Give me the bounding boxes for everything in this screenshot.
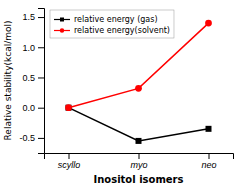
y-tick-label: 1.0 <box>22 43 35 53</box>
plot: -0.5 0.0 0.5 1.0 1.5 scyllo myo neo relative ene… <box>19 9 233 171</box>
y-tick-mark <box>38 77 44 78</box>
x-tick-label: myo <box>130 160 147 170</box>
x-tick-mark <box>209 153 210 159</box>
x-axis-line <box>45 154 234 160</box>
series-marker <box>136 138 142 144</box>
x-tick: myo <box>130 153 147 170</box>
x-tick-mark <box>69 153 70 159</box>
y-tick-mark <box>38 138 44 139</box>
chart: -0.5 0.0 0.5 1.0 1.5 scyllo myo neo relative ene… <box>0 0 243 189</box>
series-group <box>65 20 212 144</box>
y-tick-label: -0.5 <box>19 133 35 143</box>
x-tick-label: scyllo <box>58 160 81 170</box>
series-line <box>69 108 209 141</box>
series-marker <box>66 105 72 111</box>
y-tick-mark <box>38 47 44 48</box>
x-tick: neo <box>201 153 216 170</box>
series-marker <box>206 126 212 132</box>
y-tick: 1.0 <box>22 43 44 53</box>
y-axis-line <box>38 9 45 154</box>
y-axis-title: Relative stability(kcal/mol) <box>3 21 13 141</box>
x-tick-mark <box>139 153 140 159</box>
legend-frame <box>50 10 174 38</box>
legend-label: relative energy (gas) <box>74 15 158 24</box>
x-tick-label: neo <box>201 160 216 170</box>
legend-swatch-marker <box>60 28 65 33</box>
y-tick-label: 0.0 <box>22 103 35 113</box>
y-tick-mark <box>38 108 44 109</box>
y-tick-mark <box>38 17 44 18</box>
y-tick: 1.5 <box>22 12 44 22</box>
y-tick-label: 0.5 <box>22 73 35 83</box>
y-tick: 0.0 <box>22 103 44 113</box>
legend: relative energy (gas) relative energy(sol… <box>50 10 174 38</box>
legend-swatch-marker <box>60 18 64 22</box>
legend-item: relative energy(solvent) <box>54 26 170 35</box>
x-axis-title: Inositol isomers <box>94 174 184 185</box>
series-marker <box>135 85 142 92</box>
legend-item: relative energy (gas) <box>54 15 158 24</box>
x-axis: scyllo myo neo <box>45 153 234 170</box>
series-marker <box>65 104 72 111</box>
y-tick-label: 1.5 <box>22 12 35 22</box>
y-tick: 0.5 <box>22 73 44 83</box>
y-tick: -0.5 <box>19 133 44 143</box>
y-axis: -0.5 0.0 0.5 1.0 1.5 <box>19 9 44 154</box>
series-marker <box>205 20 212 27</box>
x-tick: scyllo <box>58 153 81 170</box>
legend-label: relative energy(solvent) <box>74 26 170 35</box>
